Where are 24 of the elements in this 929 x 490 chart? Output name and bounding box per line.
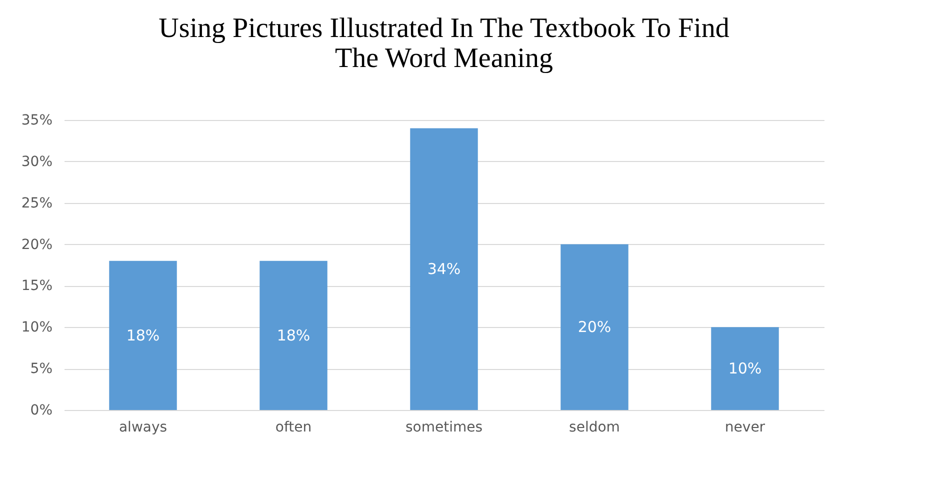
y-tick-label: 0% (30, 402, 52, 418)
chart-title: Using Pictures Illustrated In The Textbook To Find The Word Meaning (158, 13, 730, 74)
y-tick-label: 20% (21, 236, 52, 253)
bar (560, 244, 628, 410)
data-label: 20% (578, 318, 612, 336)
bar (109, 260, 177, 410)
x-tick-label: never (724, 420, 766, 436)
bar (711, 327, 779, 410)
y-tick-label: 5% (30, 361, 52, 378)
y-tick-label: 35% (21, 112, 52, 128)
y-tick-label: 10% (21, 320, 52, 336)
data-label: 10% (728, 360, 762, 378)
bar (260, 260, 328, 410)
x-tick-label: seldom (569, 420, 620, 436)
x-tick-label: sometimes (405, 420, 483, 436)
x-tick-label: always (118, 420, 168, 436)
data-label: 18% (126, 326, 160, 344)
data-label: 34% (427, 260, 461, 278)
x-tick-label: often (275, 420, 312, 436)
data-label: 18% (276, 326, 310, 344)
bar (410, 128, 478, 410)
y-tick-label: 25% (21, 195, 52, 212)
y-tick-label: 15% (21, 278, 52, 294)
y-tick-label: 30% (21, 154, 52, 170)
